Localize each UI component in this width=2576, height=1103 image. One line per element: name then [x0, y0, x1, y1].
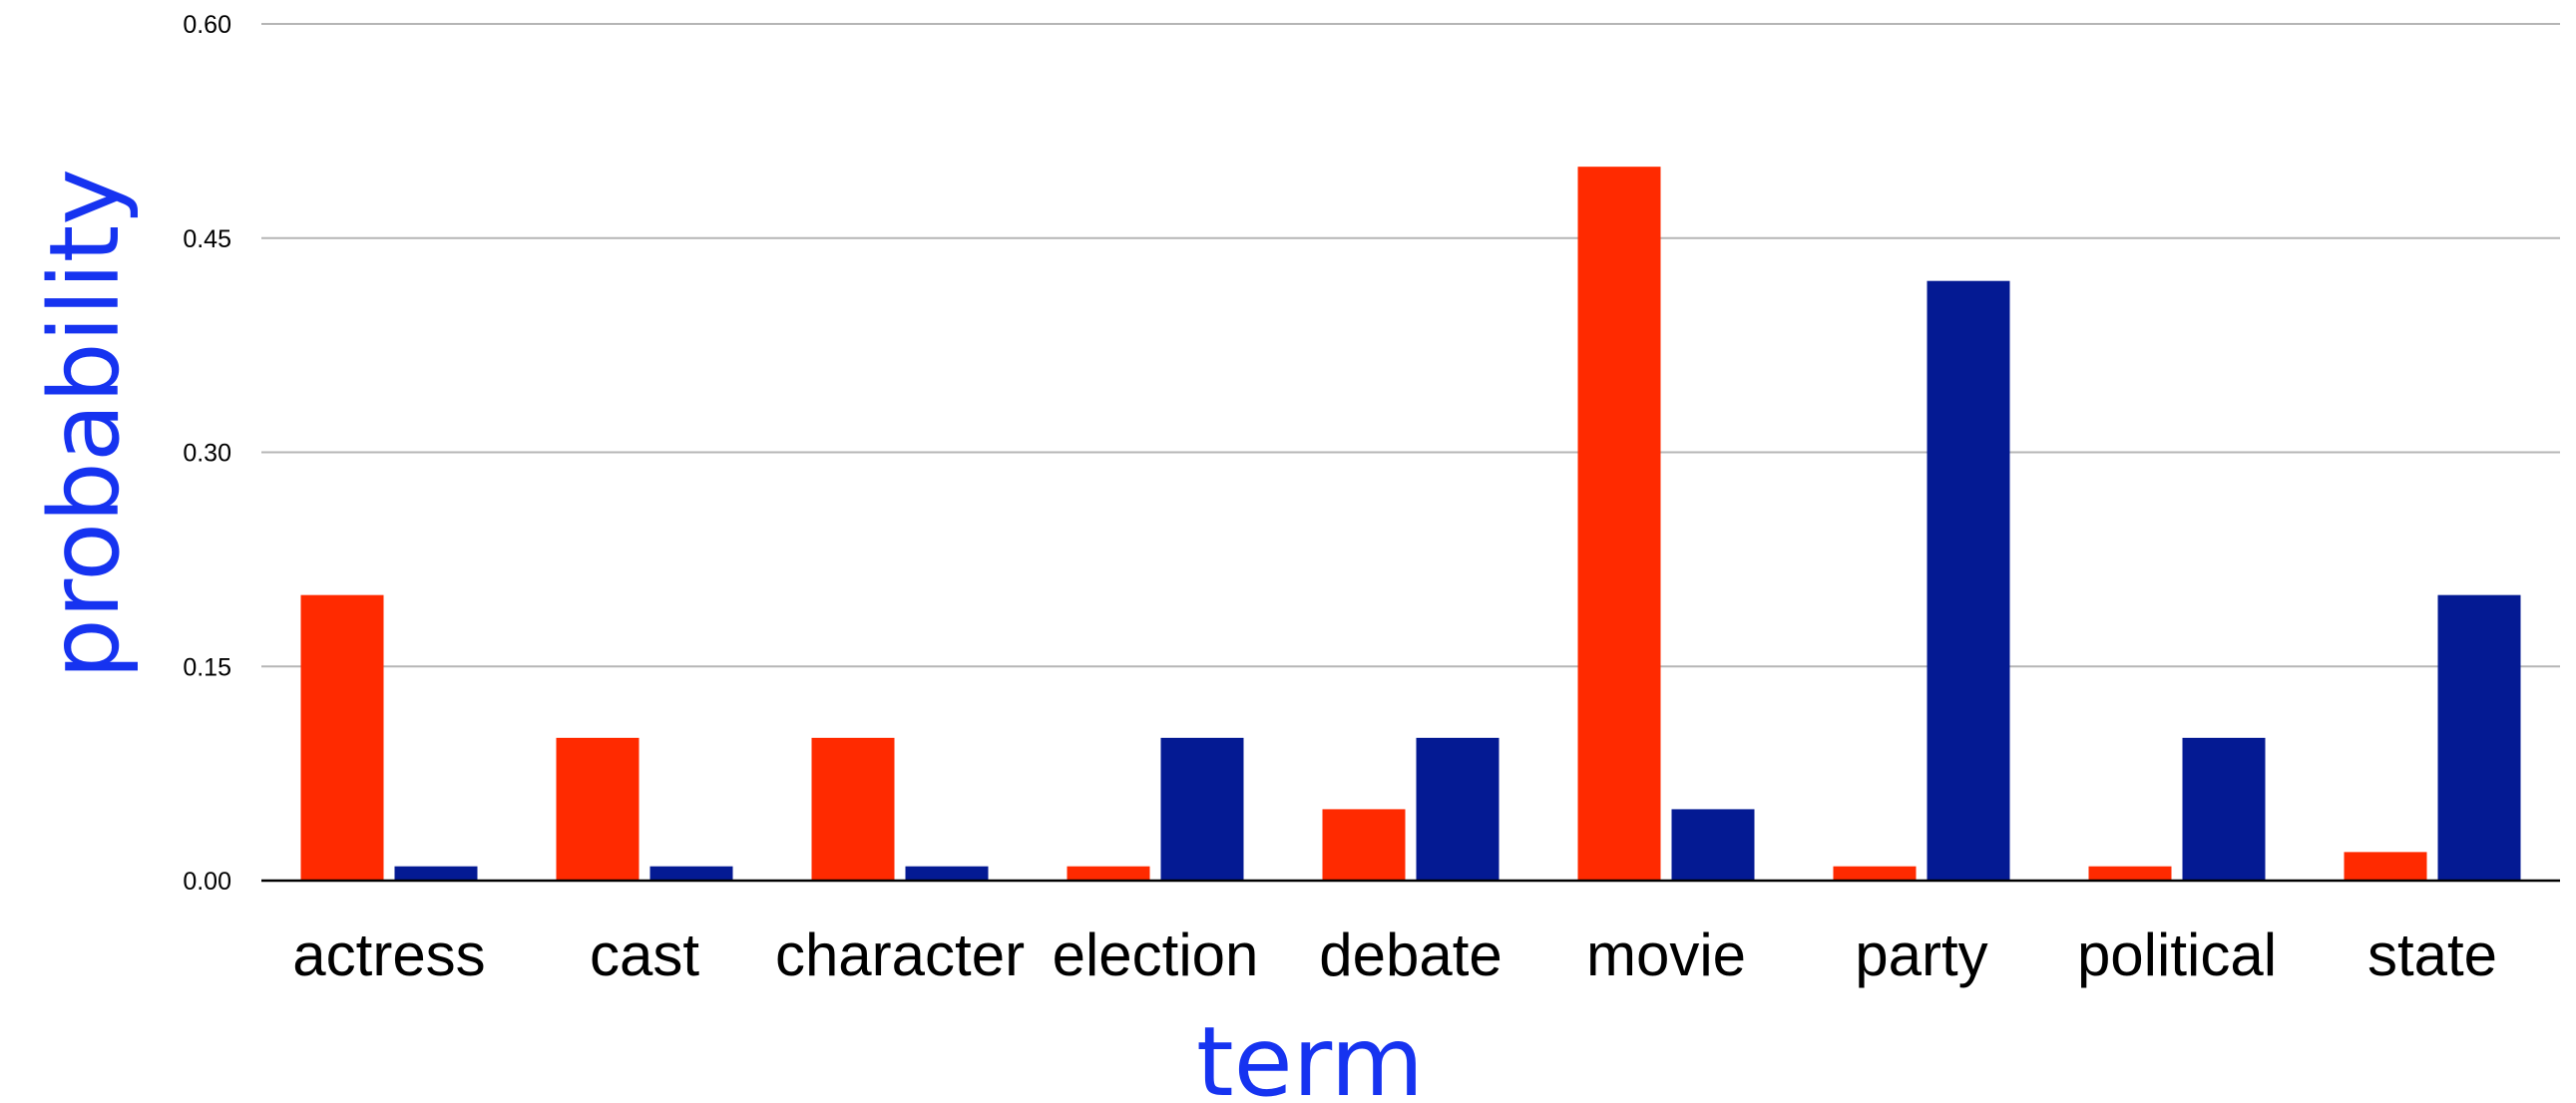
bar-state-series-2 [2437, 594, 2521, 881]
x-category-label: movie [1586, 921, 1746, 988]
bar-party-series-2 [1927, 280, 2010, 881]
x-category-label: party [1855, 921, 1987, 988]
bar-movie-series-1 [1577, 167, 1661, 881]
bar-actress-series-2 [394, 866, 478, 881]
y-tick-label: 0.15 [183, 653, 231, 681]
x-category-label: character [775, 921, 1025, 988]
x-category-label: state [2367, 921, 2497, 988]
y-tick-label: 0.00 [183, 868, 231, 896]
y-tick-labels: 0.00 0.15 0.30 0.45 0.60 [183, 11, 231, 896]
bar-character-series-1 [811, 737, 895, 881]
bar-character-series-2 [905, 866, 989, 881]
bar-actress-series-1 [300, 594, 384, 881]
bar-political-series-2 [2182, 737, 2266, 881]
x-category-label: debate [1319, 921, 1503, 988]
bar-political-series-1 [2088, 866, 2172, 881]
y-tick-label: 0.45 [183, 225, 231, 253]
x-category-label: cast [590, 921, 699, 988]
y-axis-title: probability [29, 169, 141, 679]
x-category-label: actress [292, 921, 485, 988]
gridlines [261, 23, 2560, 668]
x-category-label: political [2077, 921, 2277, 988]
y-tick-label: 0.60 [183, 11, 231, 39]
bar-cast-series-1 [556, 737, 640, 881]
x-category-label: election [1053, 921, 1259, 988]
bar-state-series-1 [2344, 852, 2427, 881]
y-tick-label: 0.30 [183, 440, 231, 468]
bar-cast-series-2 [649, 866, 733, 881]
bar-election-series-2 [1160, 737, 1244, 881]
bar-movie-series-2 [1671, 809, 1755, 881]
bar-election-series-1 [1067, 866, 1150, 881]
bars [300, 167, 2521, 881]
bar-party-series-1 [1833, 866, 1917, 881]
x-axis-title: term [1196, 1006, 1424, 1103]
bar-debate-series-1 [1322, 809, 1406, 881]
x-category-labels: actress cast character election debate movie p… [292, 921, 2497, 988]
bar-debate-series-2 [1416, 737, 1500, 881]
